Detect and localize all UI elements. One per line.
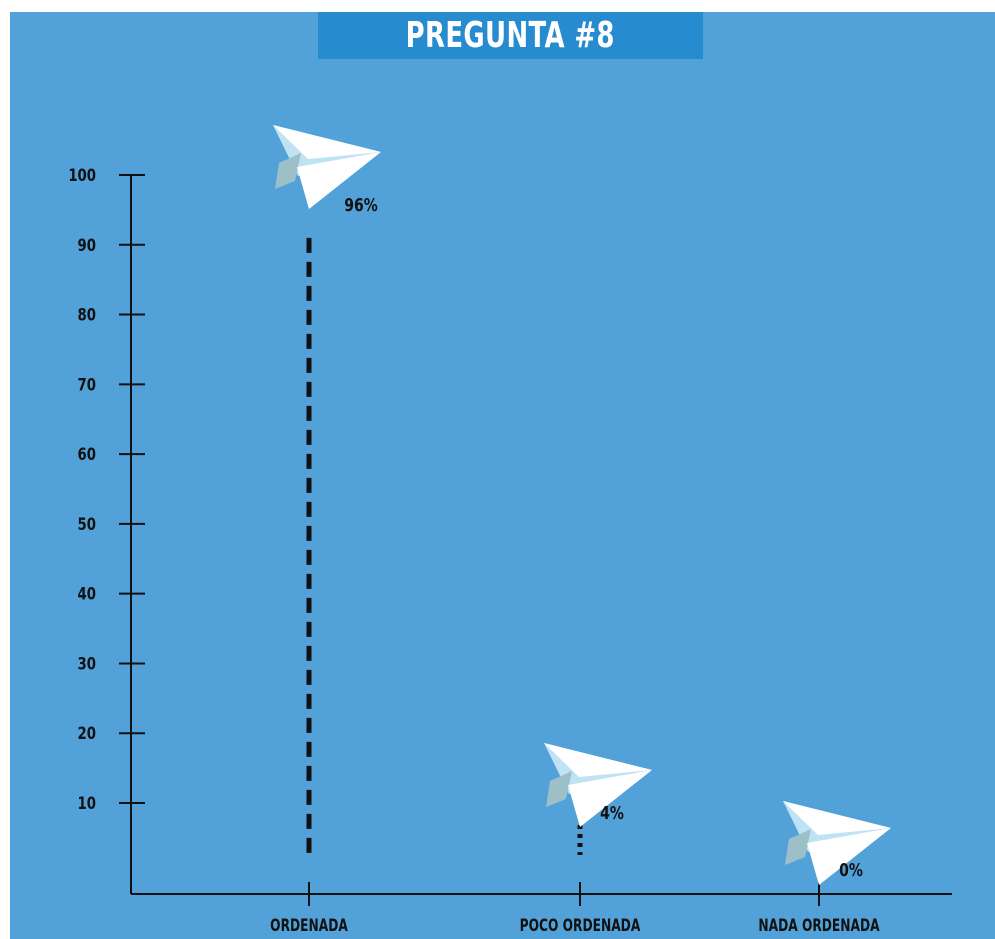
y-tick-label: 30 <box>78 654 96 674</box>
y-tick-label: 90 <box>78 235 96 255</box>
plane-lower-wing <box>568 770 652 827</box>
axes <box>130 175 952 895</box>
plane-upper-wing <box>273 125 381 159</box>
plane-fold <box>785 829 811 865</box>
y-tick-label: 80 <box>78 305 96 325</box>
value-labels: 96% 4% 0% <box>344 194 863 880</box>
paper-plane-icon <box>544 743 652 827</box>
y-tick-label: 40 <box>78 584 96 604</box>
x-ticks: ORDENADA POCO ORDENADA NADA ORDENADA <box>270 882 880 936</box>
category-label: ORDENADA <box>270 916 348 936</box>
paper-plane-icon <box>783 801 891 885</box>
value-label: 0% <box>839 859 863 880</box>
value-label: 96% <box>344 194 378 215</box>
value-stems <box>306 237 583 855</box>
y-tick-label: 70 <box>78 375 96 395</box>
plane-lower-wing <box>297 152 381 209</box>
value-label: 4% <box>600 802 624 823</box>
y-ticks: 10 20 30 40 50 60 70 80 90 100 <box>68 165 145 813</box>
y-tick-label: 20 <box>78 724 96 744</box>
plane-upper-wing <box>783 801 891 835</box>
y-tick-label: 100 <box>68 165 96 185</box>
chart-title: PREGUNTA #8 <box>405 15 616 56</box>
category-label: POCO ORDENADA <box>520 916 641 936</box>
category-label: NADA ORDENADA <box>758 916 880 936</box>
title-banner: PREGUNTA #8 <box>318 12 703 59</box>
plane-lower-wing <box>807 828 891 885</box>
plane-fold <box>546 771 572 807</box>
plane-markers <box>273 125 891 885</box>
paper-plane-icon <box>273 125 381 209</box>
y-tick-label: 50 <box>78 514 96 534</box>
y-tick-label: 60 <box>78 444 96 464</box>
plane-fold <box>275 153 301 189</box>
chart-background <box>10 12 995 939</box>
y-tick-label: 10 <box>78 793 96 813</box>
plane-upper-wing <box>544 743 652 777</box>
